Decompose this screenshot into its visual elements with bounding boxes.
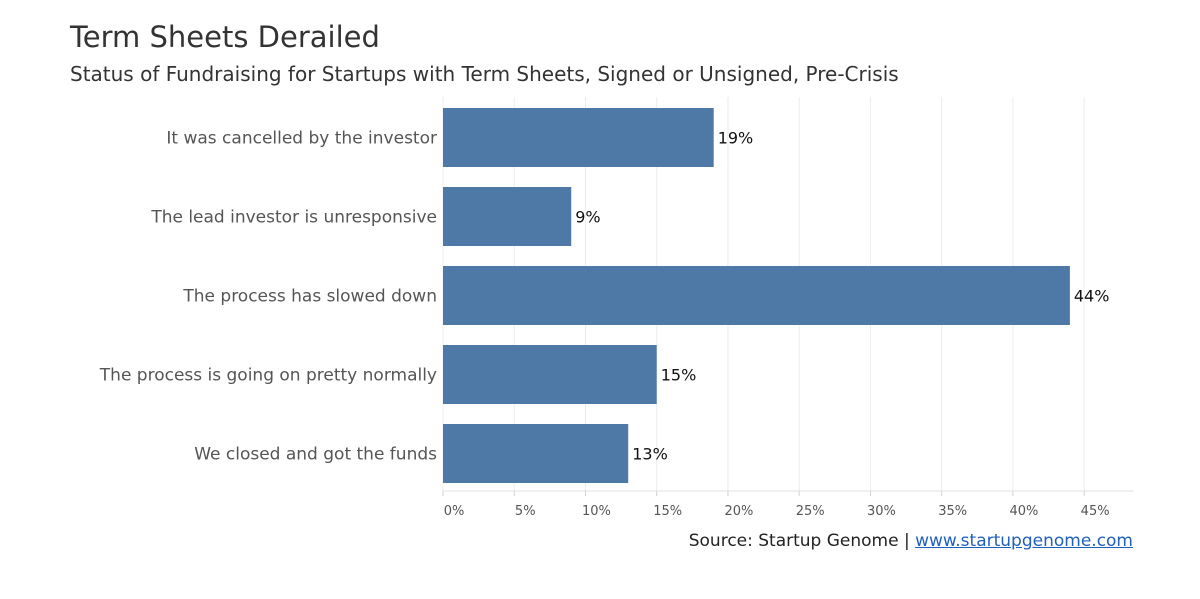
- data-label: 19%: [718, 129, 754, 148]
- x-tick-label: 5%: [515, 504, 536, 519]
- bar: [443, 266, 1070, 325]
- x-tick-label: 45%: [1081, 504, 1110, 519]
- data-label: 44%: [1074, 287, 1110, 306]
- category-label: We closed and got the funds: [194, 445, 437, 465]
- category-label: The process has slowed down: [182, 287, 437, 307]
- source-note: Source: Startup Genome | www.startupgeno…: [689, 531, 1133, 551]
- category-labels: It was cancelled by the investor The lead…: [99, 129, 437, 465]
- x-tick-label: 40%: [1009, 504, 1038, 519]
- x-tick-label: 20%: [724, 504, 753, 519]
- chart-subtitle: Status of Fundraising for Startups with …: [70, 62, 899, 86]
- data-labels: 19% 9% 44% 15% 13%: [575, 129, 1109, 464]
- data-label: 15%: [661, 366, 697, 385]
- x-axis: 0% 5% 10% 15% 20% 25% 30% 35% 40% 45%: [442, 490, 1134, 519]
- bar: [443, 187, 572, 246]
- category-label: The lead investor is unresponsive: [150, 208, 437, 228]
- x-tick-label: 15%: [653, 504, 682, 519]
- x-tick-label: 35%: [938, 504, 967, 519]
- bar: [443, 345, 657, 404]
- category-label: It was cancelled by the investor: [166, 129, 437, 149]
- chart-title: Term Sheets Derailed: [70, 20, 380, 54]
- x-tick-label: 30%: [867, 504, 896, 519]
- x-tick-label: 0%: [444, 504, 465, 519]
- bars-group: [443, 108, 1070, 483]
- data-label: 9%: [575, 208, 600, 227]
- bar: [443, 424, 629, 483]
- category-label: The process is going on pretty normally: [99, 366, 437, 386]
- source-link[interactable]: www.startupgenome.com: [915, 531, 1133, 551]
- bar: [443, 108, 714, 167]
- x-tick-label: 25%: [796, 504, 825, 519]
- source-text: Source: Startup Genome |: [688, 531, 916, 551]
- x-tick-label: 10%: [582, 504, 611, 519]
- data-label: 13%: [632, 445, 668, 464]
